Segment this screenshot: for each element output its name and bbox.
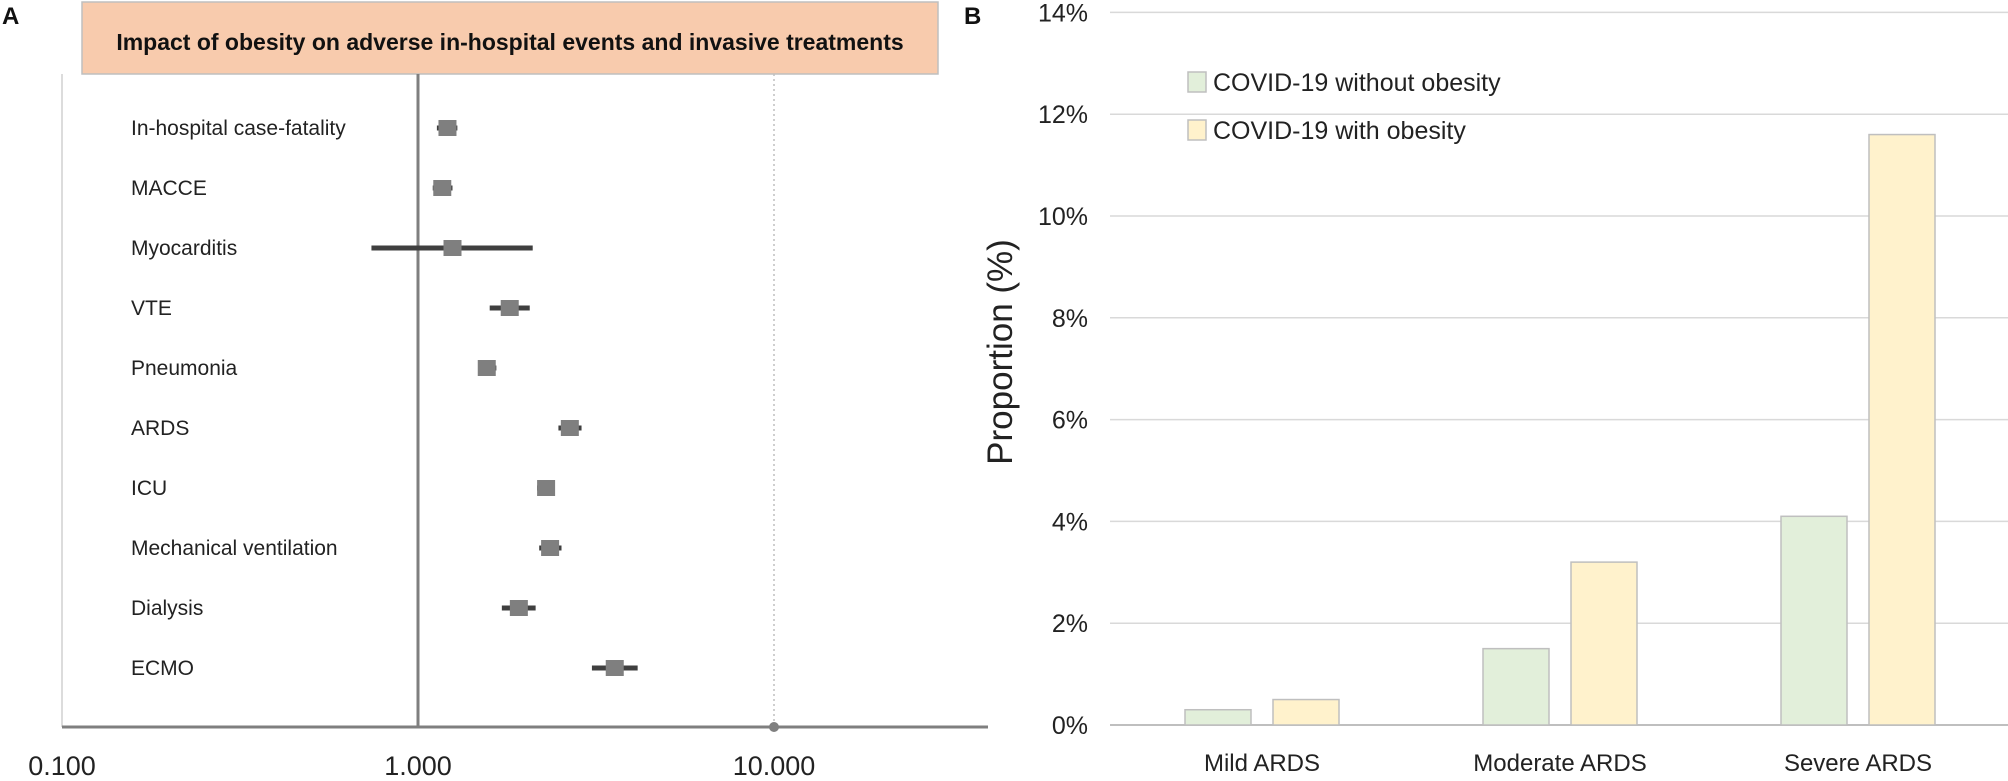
forest-plot: A Impact of obesity on adverse in-hospit… (2, 1, 988, 781)
estimate-marker (537, 480, 556, 496)
bar (1570, 561, 1638, 726)
bar (1272, 698, 1340, 726)
legend-swatch (1187, 71, 1207, 93)
x-tick-label: 0.100 (28, 751, 96, 781)
estimate-marker (438, 120, 457, 136)
row-label: Pneumonia (131, 357, 238, 380)
bar-chart: B 0% 2% 4% 6% 8% 10% 12% 14% Mild ARDS Moderate … (964, 0, 2008, 777)
y-tick-label: 10% (1038, 203, 1088, 231)
estimate-marker (433, 180, 452, 196)
estimate-marker (443, 240, 462, 256)
row-label: Mechanical ventilation (131, 537, 338, 560)
row-label: ICU (131, 477, 167, 500)
category-label: Moderate ARDS (1473, 750, 1646, 777)
y-axis-label: Proportion (%) (981, 239, 1020, 465)
forest-title: Impact of obesity on adverse in-hospital… (116, 29, 903, 55)
estimate-marker (477, 360, 496, 376)
y-tick-label: 6% (1052, 407, 1088, 435)
category-label: Severe ARDS (1784, 750, 1932, 777)
forest-x-ticks: 0.100 1.000 10.000 (28, 751, 815, 781)
row-label: Dialysis (131, 597, 203, 620)
row-label: MACCE (131, 177, 207, 200)
row-label: In-hospital case-fatality (131, 117, 346, 140)
category-labels: Mild ARDS Moderate ARDS Severe ARDS (1204, 750, 1932, 777)
bar (1868, 133, 1936, 726)
axis-marker-10 (769, 722, 779, 732)
bars (1184, 133, 1936, 726)
forest-rows: In-hospital case-fatality MACCE Myocarditi… (131, 117, 638, 680)
row-label: ARDS (131, 417, 189, 440)
y-tick-label: 14% (1038, 0, 1088, 27)
bar (1780, 515, 1848, 726)
x-tick-label: 1.000 (384, 751, 452, 781)
panel-label-a: A (2, 3, 19, 30)
panel-label-b: B (964, 3, 981, 30)
bar-y-ticks: 0% 2% 4% 6% 8% 10% 12% 14% (1038, 0, 1088, 740)
legend-label: COVID-19 with obesity (1213, 117, 1466, 145)
row-label: ECMO (131, 657, 194, 680)
legend-label: COVID-19 without obesity (1213, 69, 1501, 97)
bar-gridlines (1110, 11, 2008, 726)
row-label: VTE (131, 297, 172, 320)
x-tick-label: 10.000 (733, 751, 816, 781)
estimate-marker (541, 540, 560, 556)
estimate-marker (509, 600, 528, 616)
estimate-marker (560, 420, 579, 436)
y-tick-label: 12% (1038, 101, 1088, 129)
y-tick-label: 4% (1052, 508, 1088, 536)
y-tick-label: 0% (1052, 712, 1088, 740)
bar (1184, 708, 1252, 726)
row-label: Myocarditis (131, 237, 237, 260)
category-label: Mild ARDS (1204, 750, 1320, 777)
legend-swatch (1187, 119, 1207, 141)
forest-title-box (81, 1, 939, 75)
y-tick-label: 2% (1052, 610, 1088, 638)
y-tick-label: 8% (1052, 305, 1088, 333)
estimate-marker (500, 300, 519, 316)
estimate-marker (605, 660, 624, 676)
legend: COVID-19 without obesity COVID-19 with ob… (1187, 69, 1501, 145)
bar (1482, 647, 1550, 726)
